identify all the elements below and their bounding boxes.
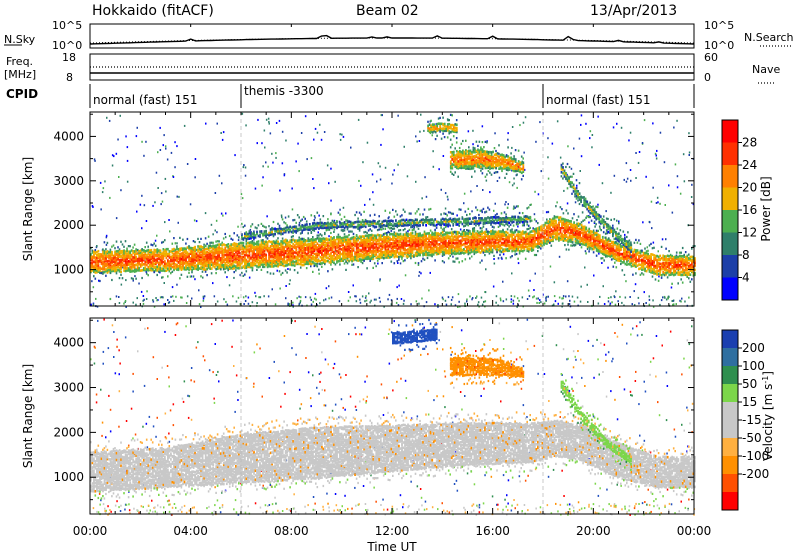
xlabel: Time UT [366,540,417,554]
x-tick-label: 00:00 [677,524,712,538]
date-title: 13/Apr/2013 [590,3,677,19]
y-tick-label: 3000 [53,174,84,188]
velocity-cbar-tick: 200 [742,341,765,355]
freq-strip: Freq. [MHz] 18 8 60 0 Nave [4,51,780,84]
station-title: Hokkaido (fitACF) [92,3,214,19]
x-tick-label: 16:00 [475,524,510,538]
cpid-segment-label: normal (fast) 151 [546,93,650,107]
y-tick-label: 1000 [53,263,84,277]
nsky-label: N.Sky [4,33,36,46]
velocity-ylabel: Slant Range [km] [21,364,35,468]
x-tick-label: 00:00 [73,524,108,538]
nsearch-tick-top: 10^5 [704,19,734,32]
cpid-strip: CPID normal (fast) 151 themis -3300 normal… [6,84,694,108]
freq-tick-bottom: 8 [66,71,73,84]
cpid-label: CPID [6,87,38,101]
power-cbar-tick: 16 [742,203,757,217]
velocity-cbar-tick: 15 [742,395,757,409]
beam-title: Beam 02 [356,3,419,19]
power-cbar-tick: 12 [742,226,757,240]
nsearch-label: N.Search [744,31,794,44]
x-tick-label: 12:00 [375,524,410,538]
y-tick-label: 4000 [53,129,84,143]
power-cbar-tick: 20 [742,181,757,195]
freq-tick-top: 18 [62,51,76,64]
y-tick-label: 4000 [53,336,84,350]
x-tick-label: 20:00 [576,524,611,538]
velocity-cbar-label: Velocity [m s-1] [761,371,775,461]
nsky-tick-top: 10^5 [52,19,82,32]
power-cbar-tick: 24 [742,158,757,172]
nave-tick-top: 60 [704,51,718,64]
power-ylabel: Slant Range [km] [21,157,35,261]
x-tick-label: 04:00 [173,524,208,538]
y-tick-label: 3000 [53,381,84,395]
nsky-strip: N.Sky 10^5 10^0 10^5 10^0 N.Search [4,19,794,52]
power-panel: 1000 2000 3000 4000 Slant Range [km] 4 8 12 16… [21,112,773,308]
velocity-cbar-tick: -200 [742,467,769,481]
velocity-cbar-tick: 100 [742,359,765,373]
power-cbar-label: Power [dB] [759,176,773,241]
y-tick-label: 1000 [53,470,84,484]
nave-tick-bottom: 0 [704,71,711,84]
cpid-segment-label: normal (fast) 151 [93,93,197,107]
y-tick-label: 2000 [53,218,84,232]
freq-unit: [MHz] [4,68,36,81]
nsky-trace [90,36,694,44]
power-cbar-tick: 4 [742,271,750,285]
power-cbar-tick: 8 [742,248,750,262]
x-tick-label: 08:00 [274,524,309,538]
velocity-cbar-tick: -15 [742,413,762,427]
nave-label: Nave [752,63,780,76]
cpid-segment-label: themis -3300 [244,84,324,98]
velocity-cbar-tick: -50 [742,431,762,445]
nsearch-trace [90,38,694,43]
freq-label: Freq. [6,55,33,68]
velocity-cbar-tick: 50 [742,377,757,391]
power-cbar-tick: 28 [742,136,757,150]
y-tick-label: 2000 [53,425,84,439]
